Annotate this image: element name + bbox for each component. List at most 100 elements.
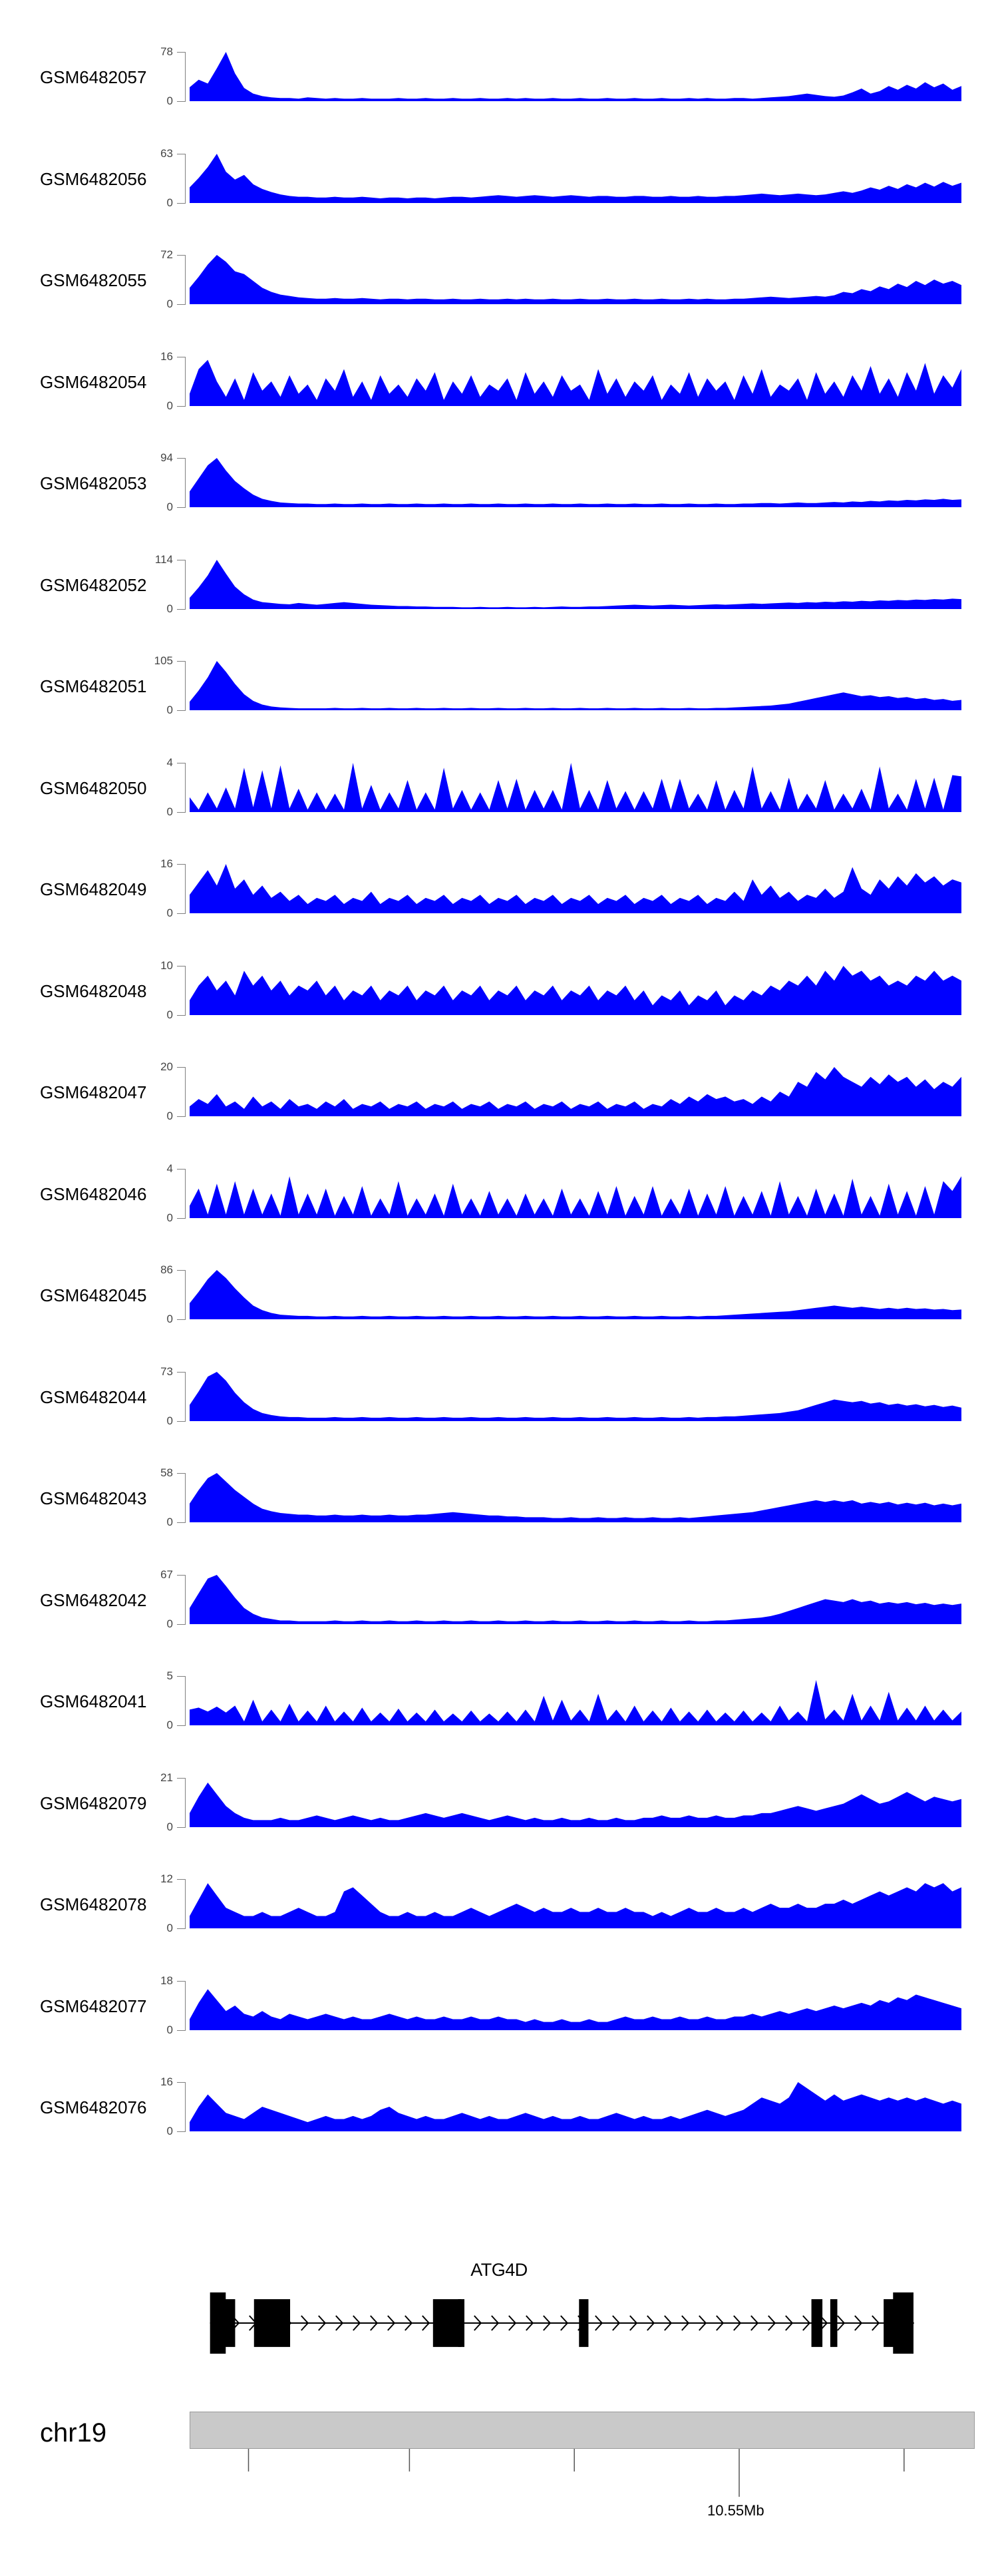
axis-tick-min bbox=[177, 811, 186, 813]
track-sample-label: GSM6482052 bbox=[40, 574, 147, 595]
coverage-area-plot[interactable] bbox=[190, 762, 961, 812]
coverage-area-plot[interactable] bbox=[190, 1169, 961, 1218]
axis-tick-min bbox=[177, 1826, 186, 1828]
track-sample-label: GSM6482057 bbox=[40, 67, 147, 87]
axis-min-label: 0 bbox=[166, 2023, 173, 2036]
coverage-area-plot[interactable] bbox=[190, 255, 961, 304]
axis-max-label: 72 bbox=[160, 248, 173, 261]
track-axis-line bbox=[185, 1168, 186, 1218]
track-sample-label: GSM6482077 bbox=[40, 1996, 147, 2016]
axis-tick-min bbox=[177, 710, 186, 711]
axis-max-label: 105 bbox=[154, 654, 173, 667]
axis-tick-min bbox=[177, 101, 186, 102]
track-sample-label: GSM6482050 bbox=[40, 777, 147, 798]
track-axis-line bbox=[185, 762, 186, 812]
coverage-area-plot[interactable] bbox=[190, 52, 961, 101]
coverage-area-plot[interactable] bbox=[190, 1676, 961, 1725]
axis-min-label: 0 bbox=[166, 196, 173, 209]
axis-tick-min bbox=[177, 1217, 186, 1219]
track-axis-line bbox=[185, 458, 186, 507]
track-axis-line bbox=[185, 559, 186, 609]
coverage-area-plot[interactable] bbox=[190, 1270, 961, 1319]
axis-min-label: 0 bbox=[166, 95, 173, 107]
track-axis-line bbox=[185, 864, 186, 913]
track-axis-line bbox=[185, 1574, 186, 1624]
track-sample-label: GSM6482042 bbox=[40, 1590, 147, 1610]
axis-tick-min bbox=[177, 507, 186, 508]
track-axis-line bbox=[185, 1980, 186, 2030]
track-axis-line bbox=[185, 1879, 186, 1928]
ideogram-bar[interactable] bbox=[190, 2412, 975, 2449]
genome-ruler: 10.55Mb bbox=[190, 2449, 975, 2529]
axis-min-label: 0 bbox=[166, 1516, 173, 1528]
axis-tick-max bbox=[177, 1777, 186, 1779]
axis-max-label: 86 bbox=[160, 1263, 173, 1276]
coverage-area-plot[interactable] bbox=[190, 661, 961, 710]
axis-tick-max bbox=[177, 1676, 186, 1677]
track-sample-label: GSM6482078 bbox=[40, 1894, 147, 1914]
axis-tick-min bbox=[177, 1014, 186, 1016]
axis-tick-max bbox=[177, 1168, 186, 1170]
track-axis-line bbox=[185, 2082, 186, 2131]
coverage-area-plot[interactable] bbox=[190, 357, 961, 406]
coverage-area-plot[interactable] bbox=[190, 1067, 961, 1116]
coverage-area-plot[interactable] bbox=[190, 153, 961, 203]
axis-tick-min bbox=[177, 202, 186, 204]
axis-tick-max bbox=[177, 255, 186, 256]
track-sample-label: GSM6482045 bbox=[40, 1285, 147, 1305]
track-sample-label: GSM6482046 bbox=[40, 1183, 147, 1204]
axis-tick-min bbox=[177, 913, 186, 914]
axis-max-label: 67 bbox=[160, 1568, 173, 1581]
axis-tick-max bbox=[177, 52, 186, 53]
track-sample-label: GSM6482048 bbox=[40, 980, 147, 1001]
axis-min-label: 0 bbox=[166, 399, 173, 412]
axis-min-label: 0 bbox=[166, 1211, 173, 1224]
track-sample-label: GSM6482054 bbox=[40, 371, 147, 392]
track-axis-line bbox=[185, 1270, 186, 1319]
axis-tick-min bbox=[177, 1623, 186, 1625]
axis-tick-min bbox=[177, 608, 186, 610]
axis-max-label: 12 bbox=[160, 1872, 173, 1885]
coverage-area-plot[interactable] bbox=[190, 1778, 961, 1827]
axis-tick-max bbox=[177, 1879, 186, 1880]
axis-tick-max bbox=[177, 661, 186, 662]
axis-min-label: 0 bbox=[166, 1820, 173, 1833]
axis-max-label: 10 bbox=[160, 959, 173, 972]
track-sample-label: GSM6482041 bbox=[40, 1691, 147, 1711]
coverage-area-plot[interactable] bbox=[190, 2082, 961, 2131]
coverage-area-plot[interactable] bbox=[190, 1981, 961, 2030]
axis-min-label: 0 bbox=[166, 1110, 173, 1122]
coverage-area-plot[interactable] bbox=[190, 864, 961, 913]
axis-tick-max bbox=[177, 864, 186, 865]
axis-max-label: 20 bbox=[160, 1060, 173, 1073]
axis-tick-max bbox=[177, 1473, 186, 1474]
axis-tick-max bbox=[177, 1270, 186, 1271]
track-sample-label: GSM6482056 bbox=[40, 168, 147, 189]
axis-tick-max bbox=[177, 1067, 186, 1068]
axis-tick-max bbox=[177, 1980, 186, 1982]
track-axis-line bbox=[185, 1371, 186, 1421]
axis-min-label: 0 bbox=[166, 1008, 173, 1021]
coverage-area-plot[interactable] bbox=[190, 1879, 961, 1928]
gene-model-diagram bbox=[190, 2280, 975, 2366]
ruler-tick-label: 10.55Mb bbox=[707, 2502, 764, 2519]
axis-tick-min bbox=[177, 1319, 186, 1320]
axis-min-label: 0 bbox=[166, 1414, 173, 1427]
coverage-area-plot[interactable] bbox=[190, 1371, 961, 1421]
axis-max-label: 16 bbox=[160, 349, 173, 363]
coverage-area-plot[interactable] bbox=[190, 1574, 961, 1624]
axis-min-label: 0 bbox=[166, 501, 173, 513]
coverage-area-plot[interactable] bbox=[190, 1473, 961, 1522]
coverage-area-plot[interactable] bbox=[190, 458, 961, 507]
axis-min-label: 0 bbox=[166, 602, 173, 615]
coverage-area-plot[interactable] bbox=[190, 965, 961, 1015]
coverage-area-plot[interactable] bbox=[190, 559, 961, 609]
axis-tick-min bbox=[177, 2030, 186, 2031]
track-sample-label: GSM6482076 bbox=[40, 2097, 147, 2117]
axis-tick-max bbox=[177, 1574, 186, 1576]
axis-tick-max bbox=[177, 2082, 186, 2083]
track-axis-line bbox=[185, 1473, 186, 1522]
axis-tick-min bbox=[177, 2131, 186, 2132]
axis-tick-min bbox=[177, 1522, 186, 1523]
